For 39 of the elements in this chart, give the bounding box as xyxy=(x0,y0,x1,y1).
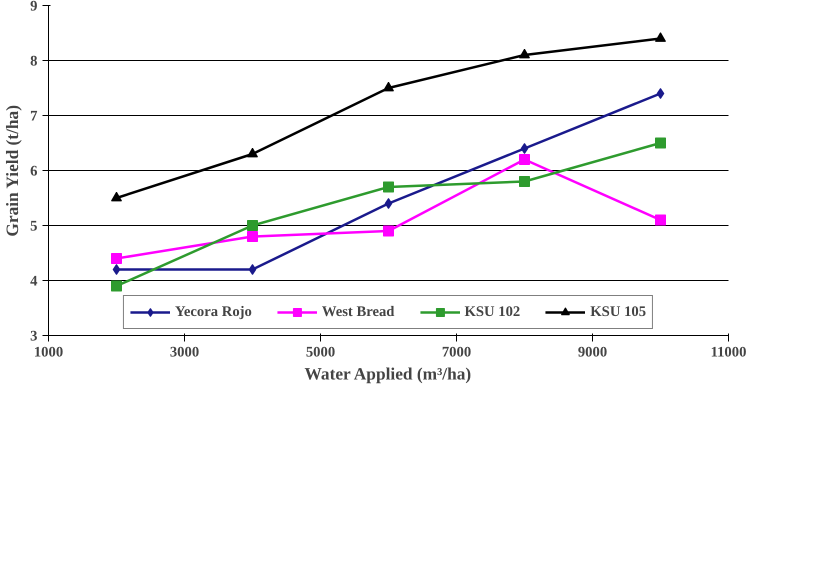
x-tick-label: 5000 xyxy=(306,344,336,360)
point xyxy=(519,154,530,165)
point xyxy=(247,220,258,231)
point xyxy=(655,32,666,42)
y-tick-label: 3 xyxy=(30,328,38,344)
y-tick-label: 8 xyxy=(30,54,38,70)
y-tick-label: 6 xyxy=(30,164,38,180)
point xyxy=(656,88,664,99)
point xyxy=(519,48,530,58)
y-tick-label: 4 xyxy=(30,274,38,290)
point xyxy=(520,143,528,154)
point xyxy=(383,82,394,92)
point xyxy=(655,214,666,226)
point xyxy=(247,148,258,158)
point xyxy=(111,253,122,264)
x-tick-label: 3000 xyxy=(170,344,200,360)
point xyxy=(247,231,258,242)
point xyxy=(111,280,122,292)
x-tick-label: 9000 xyxy=(578,344,608,360)
point xyxy=(111,192,122,202)
y-tick-label: 5 xyxy=(30,218,38,234)
point xyxy=(519,176,530,187)
x-tick-label: 7000 xyxy=(442,344,472,360)
x-axis-title: Water Applied (m³/ha) xyxy=(304,364,472,384)
legend-label: KSU 102 xyxy=(464,304,520,320)
x-tick-label: 11000 xyxy=(710,344,746,360)
y-tick-label: 7 xyxy=(30,108,38,124)
y-axis-title: Grain Yield (t/ha) xyxy=(3,104,22,237)
x-tick-label: 1000 xyxy=(34,344,64,360)
point xyxy=(383,182,394,192)
point xyxy=(383,226,394,236)
point xyxy=(112,264,120,275)
y-tick-label: 9 xyxy=(30,0,38,14)
point xyxy=(655,138,666,148)
legend-label: KSU 105 xyxy=(590,304,646,320)
point xyxy=(248,264,256,275)
legend-label: West Bread xyxy=(322,304,394,320)
legend-label: Yecora Rojo xyxy=(174,304,252,320)
point xyxy=(384,198,392,209)
